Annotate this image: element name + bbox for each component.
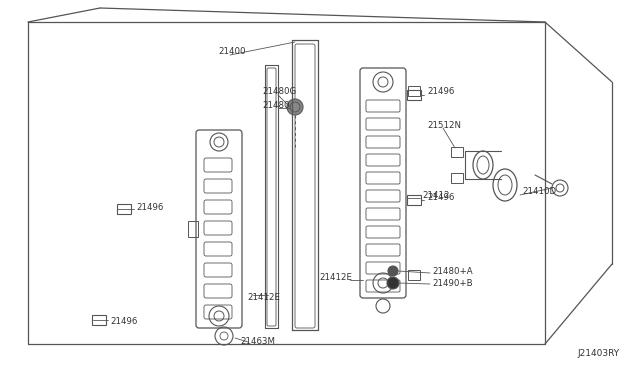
- Bar: [117, 204, 131, 214]
- Text: 21480+A: 21480+A: [432, 266, 472, 276]
- Bar: [407, 195, 421, 205]
- Text: 21496: 21496: [136, 203, 163, 212]
- Circle shape: [387, 277, 399, 289]
- Circle shape: [388, 266, 398, 276]
- Text: 21496: 21496: [427, 87, 454, 96]
- Text: 21480: 21480: [262, 100, 289, 109]
- Text: 21412: 21412: [422, 192, 449, 201]
- Text: J21403RY: J21403RY: [578, 349, 620, 358]
- Text: 21496: 21496: [110, 317, 138, 327]
- Bar: [92, 315, 106, 325]
- Bar: [451, 147, 463, 157]
- Bar: [408, 86, 420, 96]
- Text: 21496: 21496: [427, 193, 454, 202]
- Bar: [408, 270, 420, 280]
- Text: 21490+B: 21490+B: [432, 279, 472, 289]
- Text: 21463M: 21463M: [240, 337, 275, 346]
- Bar: [407, 90, 421, 100]
- Text: 21410D: 21410D: [522, 187, 556, 196]
- Text: 21480G: 21480G: [262, 87, 296, 96]
- Text: 21412E: 21412E: [247, 294, 280, 302]
- Text: 21400: 21400: [218, 48, 246, 57]
- Bar: [188, 221, 198, 237]
- Text: 21412E: 21412E: [319, 273, 352, 282]
- Text: 21512N: 21512N: [427, 121, 461, 129]
- Bar: [451, 173, 463, 183]
- Circle shape: [287, 99, 303, 115]
